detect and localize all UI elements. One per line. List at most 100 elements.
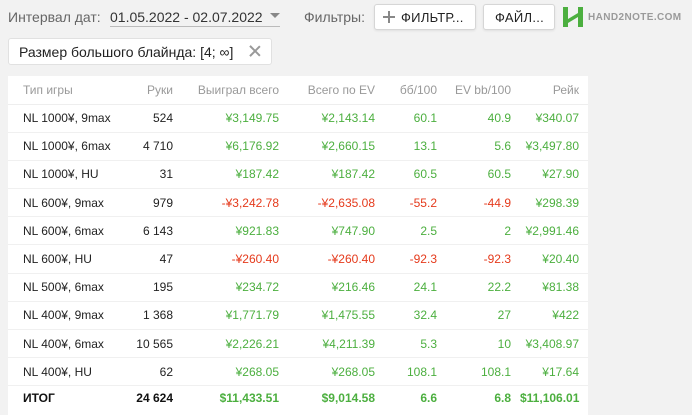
ev-total-cell: ¥216.46 — [288, 273, 384, 302]
close-icon[interactable] — [249, 45, 261, 57]
add-filter-button[interactable]: ФИЛЬТР... — [374, 4, 476, 30]
table-total-row: ИТОГ 24 624 $11,433.51 $9,014.58 6.6 6.8 $11,1… — [8, 386, 588, 410]
column-header-hands[interactable]: Руки — [120, 76, 182, 105]
bb100-cell: 13.1 — [384, 132, 446, 161]
bb100-cell: -55.2 — [384, 188, 446, 218]
won-total-cell: ¥234.72 — [182, 273, 288, 302]
ev-total-cell: -¥260.40 — [288, 244, 384, 274]
bb100-cell: 60.1 — [384, 104, 446, 133]
files-button[interactable]: ФАЙЛ... — [483, 4, 555, 30]
game-type-cell: NL 400¥, 9max — [8, 301, 120, 331]
total-ev-bb100-cell: 6.8 — [494, 391, 511, 406]
active-filter-chip[interactable]: Размер большого блайнда: [4; ∞] — [8, 38, 272, 65]
total-ev-total-cell: $9,014.58 — [321, 391, 375, 406]
date-interval-dropdown[interactable]: 01.05.2022 - 02.07.2022 — [110, 7, 280, 27]
ev-total-cell: ¥2,660.15 — [288, 132, 384, 161]
rake-cell: ¥3,497.80 — [520, 132, 588, 161]
bb100-cell: 5.3 — [384, 329, 446, 359]
table-header-row: Тип игры Руки Выиграл всего Всего по EV … — [8, 76, 588, 105]
hands-cell: 10 565 — [120, 329, 182, 359]
column-header-bb100[interactable]: бб/100 — [384, 76, 446, 105]
column-header-won-total[interactable]: Выиграл всего — [182, 76, 288, 105]
ev-bb100-cell: 5.6 — [446, 132, 520, 161]
table-row[interactable]: NL 1000¥, HU 31 ¥187.42 ¥187.42 60.5 60.5 ¥27.… — [8, 160, 588, 190]
filters-label: Фильтры: — [304, 9, 365, 25]
rake-cell: ¥340.07 — [520, 104, 588, 133]
ev-bb100-cell: 40.9 — [446, 104, 520, 133]
table-row[interactable]: NL 1000¥, 6max 4 710 ¥6,176.92 ¥2,660.15 13.… — [8, 132, 588, 161]
column-header-ev-bb100[interactable]: EV bb/100 — [446, 76, 520, 105]
column-header-game-type[interactable]: Тип игры — [8, 76, 120, 105]
rake-cell: ¥81.38 — [520, 273, 588, 302]
won-total-cell: ¥2,226.21 — [182, 329, 288, 359]
table-row[interactable]: NL 400¥, 9max 1 368 ¥1,771.79 ¥1,475.55 32.4… — [8, 301, 588, 331]
rake-cell: ¥3,408.97 — [520, 329, 588, 359]
game-type-cell: NL 1000¥, 6max — [8, 132, 120, 161]
hands-cell: 31 — [120, 160, 182, 190]
hands-cell: 195 — [120, 273, 182, 302]
ev-total-cell: ¥2,143.14 — [288, 104, 384, 133]
rake-cell: ¥2,991.46 — [520, 216, 588, 246]
won-total-cell: ¥6,176.92 — [182, 132, 288, 161]
stats-table-container: Тип игры Руки Выиграл всего Всего по EV … — [8, 76, 588, 415]
ev-total-cell: ¥1,475.55 — [288, 301, 384, 331]
hand2note-logo-icon — [563, 7, 583, 27]
game-type-cell: NL 400¥, 6max — [8, 329, 120, 359]
table-row[interactable]: NL 600¥, 9max 979 -¥3,242.78 -¥2,635.08 -55.… — [8, 188, 588, 218]
column-header-ev-total[interactable]: Всего по EV — [288, 76, 384, 105]
bb100-cell: 32.4 — [384, 301, 446, 331]
date-interval-value: 01.05.2022 - 02.07.2022 — [110, 8, 263, 25]
bb100-cell: 60.5 — [384, 160, 446, 190]
table-row[interactable]: NL 400¥, 6max 10 565 ¥2,226.21 ¥4,211.39 5.3… — [8, 329, 588, 359]
rake-cell: ¥20.40 — [520, 244, 588, 274]
total-rake-cell: $11,106.01 — [520, 391, 580, 406]
won-total-cell: ¥187.42 — [182, 160, 288, 190]
hands-cell: 62 — [120, 357, 182, 387]
table-row[interactable]: NL 400¥, HU 62 ¥268.05 ¥268.05 108.1 108.1 ¥17… — [8, 357, 588, 387]
ev-bb100-cell: 108.1 — [446, 357, 520, 387]
ev-bb100-cell: 22.2 — [446, 273, 520, 302]
rake-cell: ¥298.39 — [520, 188, 588, 218]
ev-bb100-cell: 60.5 — [446, 160, 520, 190]
top-toolbar: Интервал дат: 01.05.2022 - 02.07.2022 Фи… — [0, 0, 692, 34]
table-row[interactable]: NL 500¥, 6max 195 ¥234.72 ¥216.46 24.1 22.2 ¥8… — [8, 273, 588, 302]
won-total-cell: -¥260.40 — [182, 244, 288, 274]
files-button-label: ФАЙЛ... — [495, 9, 545, 25]
game-type-cell: NL 1000¥, 9max — [8, 104, 120, 133]
ev-total-cell: ¥187.42 — [288, 160, 384, 190]
ev-bb100-cell: 10 — [446, 329, 520, 359]
interval-label: Интервал дат: — [8, 9, 101, 25]
game-type-cell: NL 600¥, HU — [8, 244, 120, 274]
game-type-cell: NL 600¥, 9max — [8, 188, 120, 218]
total-bb100-cell: 6.6 — [420, 391, 437, 406]
game-type-cell: NL 500¥, 6max — [8, 273, 120, 302]
rake-cell: ¥17.64 — [520, 357, 588, 387]
total-hands-cell: 24 624 — [136, 391, 173, 406]
won-total-cell: ¥3,149.75 — [182, 104, 288, 133]
bb100-cell: 24.1 — [384, 273, 446, 302]
ev-total-cell: ¥268.05 — [288, 357, 384, 387]
hands-cell: 979 — [120, 188, 182, 218]
hands-cell: 6 143 — [120, 216, 182, 246]
rake-cell: ¥422 — [520, 301, 588, 331]
rake-cell: ¥27.90 — [520, 160, 588, 190]
ev-total-cell: -¥2,635.08 — [288, 188, 384, 218]
table-row[interactable]: NL 600¥, HU 47 -¥260.40 -¥260.40 -92.3 -92.3 ¥… — [8, 244, 588, 274]
bb100-cell: 108.1 — [384, 357, 446, 387]
table-row[interactable]: NL 600¥, 6max 6 143 ¥921.83 ¥747.90 2.5 2 ¥2,9… — [8, 216, 588, 246]
won-total-cell: -¥3,242.78 — [182, 188, 288, 218]
add-filter-label: ФИЛЬТР... — [401, 9, 464, 25]
hands-cell: 1 368 — [120, 301, 182, 331]
hands-cell: 524 — [120, 104, 182, 133]
plus-icon — [383, 11, 395, 23]
stats-table: Тип игры Руки Выиграл всего Всего по EV … — [8, 76, 588, 410]
ev-total-cell: ¥4,211.39 — [288, 329, 384, 359]
bb100-cell: -92.3 — [384, 244, 446, 274]
hands-cell: 4 710 — [120, 132, 182, 161]
active-filter-label: Размер большого блайнда: [4; ∞] — [19, 43, 234, 60]
column-header-rake[interactable]: Рейк — [520, 76, 588, 105]
ev-bb100-cell: 2 — [446, 216, 520, 246]
table-row[interactable]: NL 1000¥, 9max 524 ¥3,149.75 ¥2,143.14 60.1 4… — [8, 104, 588, 133]
game-type-cell: NL 400¥, HU — [8, 357, 120, 387]
hand2note-logo-text: HAND2NOTE.COM — [588, 11, 682, 23]
